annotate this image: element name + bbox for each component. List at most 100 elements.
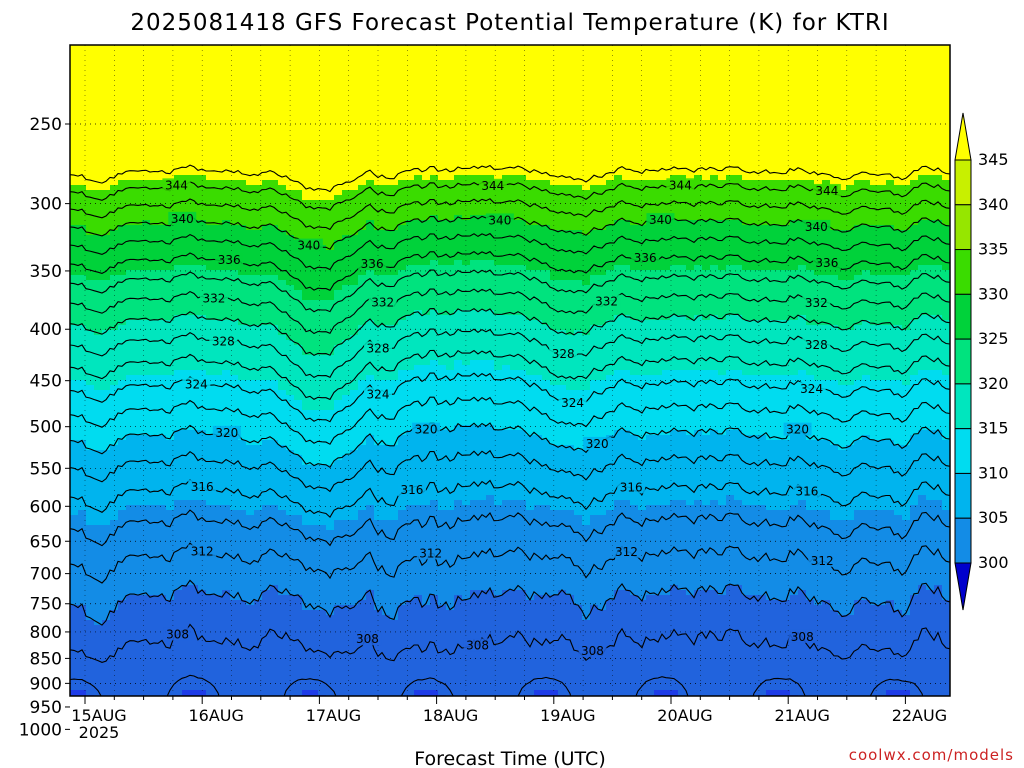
- theta-fill-cell: [246, 515, 255, 606]
- theta-fill-cell: [518, 590, 527, 696]
- theta-fill-cell: [590, 380, 599, 441]
- contour-label: 308: [163, 627, 192, 641]
- theta-fill-cell: [854, 180, 863, 226]
- theta-fill-cell: [134, 45, 143, 181]
- theta-fill-cell: [318, 410, 327, 466]
- theta-fill-cell: [822, 180, 831, 226]
- theta-fill-cell: [86, 190, 95, 236]
- contour-label-text: 344: [481, 179, 504, 193]
- theta-fill-cell: [774, 45, 783, 181]
- theta-fill-cell: [702, 45, 711, 181]
- theta-fill-cell: [326, 300, 335, 356]
- theta-fill-cell: [710, 45, 719, 176]
- theta-fill-cell: [598, 380, 607, 446]
- contour-label-bg: [368, 295, 397, 309]
- theta-fill-cell: [126, 595, 135, 696]
- theta-fill-cell: [190, 45, 199, 176]
- theta-fill-cell: [254, 445, 263, 511]
- theta-fill-cell: [638, 270, 647, 321]
- contour-label-text: 324: [561, 396, 584, 410]
- theta-fill-cell: [878, 45, 887, 186]
- theta-fill-cell: [838, 520, 847, 616]
- theta-fill-cell: [358, 445, 367, 511]
- theta-fill-cell: [502, 590, 511, 696]
- theta-fill-cell: [886, 275, 895, 326]
- colorbar-swatch: [954, 204, 972, 251]
- theta-fill-cell: [934, 370, 943, 431]
- theta-fill-cell: [582, 450, 591, 526]
- theta-fill-cell: [70, 325, 79, 381]
- theta-fill-cell: [350, 45, 359, 191]
- theta-fill-cell: [630, 320, 639, 376]
- theta-fill-cell: [598, 325, 607, 381]
- theta-fill-cell: [670, 430, 679, 501]
- theta-fill-cell: [462, 505, 471, 601]
- theta-fill-cell: [406, 45, 415, 181]
- theta-fill-cell: [438, 180, 447, 221]
- theta-fill-cell: [750, 435, 759, 506]
- theta-fill-cell: [566, 595, 575, 696]
- theta-fill-cell: [782, 320, 791, 376]
- theta-fill-cell: [702, 370, 711, 436]
- theta-fill-cell: [286, 190, 295, 236]
- theta-fill-cell: [678, 315, 687, 371]
- theta-fill-cell: [846, 445, 855, 521]
- contour-label-text: 308: [581, 644, 604, 658]
- contour-label-text: 320: [415, 423, 438, 437]
- theta-fill-cell: [750, 715, 759, 717]
- credit-link[interactable]: coolwx.com/models: [849, 746, 1014, 764]
- theta-fill-cell: [318, 200, 327, 246]
- theta-fill-cell: [246, 230, 255, 276]
- theta-fill-cell: [534, 225, 543, 271]
- theta-fill-cell: [510, 590, 519, 696]
- contour-label-bg: [612, 544, 641, 558]
- theta-fill-cell: [670, 265, 679, 316]
- theta-fill-cell: [446, 315, 455, 371]
- theta-fill-cell: [654, 505, 663, 596]
- theta-fill-cell: [270, 585, 279, 696]
- contour-label-bg: [646, 213, 675, 227]
- theta-fill-cell: [102, 450, 111, 526]
- theta-fill-cell: [550, 280, 559, 331]
- theta-fill-cell: [70, 440, 79, 516]
- theta-fill-cell: [238, 275, 247, 326]
- contour-label-text: 336: [218, 253, 241, 267]
- theta-fill-cell: [486, 310, 495, 361]
- theta-fill-cell: [414, 220, 423, 266]
- theta-fill-cell: [566, 390, 575, 446]
- theta-fill-cell: [246, 380, 255, 446]
- theta-fill-cell: [886, 690, 895, 696]
- contour-label-bg: [199, 291, 228, 305]
- theta-fill-cell: [662, 505, 671, 596]
- theta-fill-cell: [686, 505, 695, 596]
- theta-fill-cell: [454, 310, 463, 361]
- contour-label: 340: [294, 238, 323, 253]
- theta-fill-cell: [598, 610, 607, 696]
- theta-fill-cell: [814, 185, 823, 226]
- theta-fill-cell: [638, 180, 647, 226]
- theta-fill-cell: [926, 45, 935, 176]
- theta-fill-cell: [838, 615, 847, 696]
- theta-fill-cell: [894, 230, 903, 276]
- theta-fill-cell: [150, 45, 159, 181]
- theta-fill-cell: [742, 375, 751, 436]
- theta-fill-cell: [214, 45, 223, 181]
- contour-label: 316: [792, 484, 821, 498]
- theta-fill-cell: [358, 380, 367, 446]
- theta-fill-cell: [670, 45, 679, 176]
- theta-fill-cell: [894, 45, 903, 186]
- contour-label-text: 308: [466, 638, 489, 652]
- theta-fill-cell: [126, 375, 135, 436]
- theta-fill-cell: [318, 245, 327, 301]
- theta-fill-cell: [230, 320, 239, 376]
- theta-fill-cell: [542, 380, 551, 441]
- theta-fill-cell: [342, 455, 351, 521]
- theta-fill-cell: [262, 325, 271, 381]
- theta-fill-cell: [814, 605, 823, 696]
- theta-fill-cell: [94, 525, 103, 626]
- theta-fill-cell: [358, 275, 367, 326]
- contour-label: 344: [478, 178, 507, 193]
- theta-fill-cell: [758, 320, 767, 376]
- theta-fill-cell: [630, 435, 639, 506]
- theta-fill-cell: [678, 45, 687, 176]
